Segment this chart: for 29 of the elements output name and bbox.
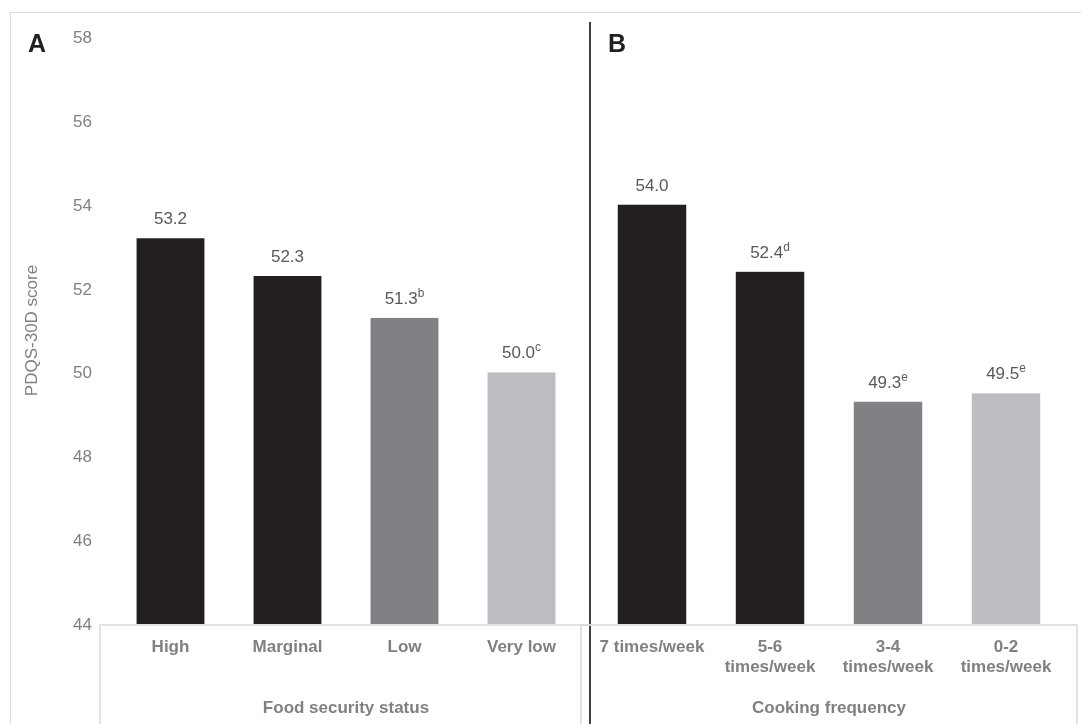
data-label: 50.0$^{c}$ — [501, 340, 542, 363]
x-axis-title: Food security status — [262, 698, 430, 717]
x-tick-label: 5-6 times/week — [724, 637, 816, 676]
data-label: 52.3 — [270, 246, 305, 266]
chart-title: B — [608, 29, 627, 57]
y-tick-label: 48 — [73, 447, 92, 467]
y-axis-title: PDQS-30D score — [22, 264, 41, 397]
data-label: 49.5$^{e}$ — [986, 361, 1027, 384]
x-tick-label: 0-2 times/week — [960, 637, 1052, 676]
y-tick-label: 50 — [73, 363, 92, 383]
chart-title: A — [28, 29, 47, 57]
x-tick-label: Very low — [487, 637, 557, 656]
x-tick-label: 7 times/week — [599, 637, 705, 656]
x-tick-label: High — [151, 637, 190, 656]
y-tick-label: 44 — [73, 614, 92, 634]
data-label: 51.3$^{b}$ — [384, 285, 425, 308]
data-label: 54.0 — [635, 175, 669, 195]
x-tick-label: Marginal — [252, 637, 323, 656]
x-axis-title: Cooking frequency — [752, 698, 907, 717]
y-tick-label: 46 — [73, 531, 92, 551]
data-label: 49.3$^{e}$ — [868, 369, 909, 392]
y-tick-label: 54 — [73, 195, 92, 215]
y-tick-label: 56 — [73, 111, 92, 131]
x-tick-label: 3-4 times/week — [842, 637, 934, 676]
x-tick-label: Low — [387, 637, 423, 656]
data-label: 53.2 — [153, 209, 188, 229]
y-tick-label: 52 — [73, 279, 92, 299]
data-label: 52.4$^{d}$ — [750, 239, 790, 262]
y-tick-label: 58 — [73, 27, 92, 47]
